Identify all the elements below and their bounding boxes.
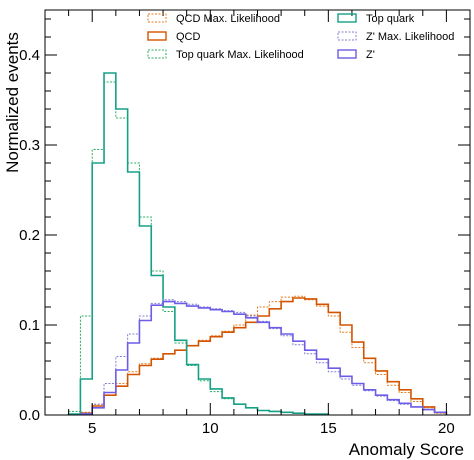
x-tick-label: 10 [202, 420, 219, 437]
y-axis-label: Normalized events [3, 32, 22, 173]
x-tick-label: 15 [320, 420, 337, 437]
legend-swatch [147, 49, 167, 59]
legend-swatch [337, 49, 357, 59]
legend-label: QCD Max. Likelihood [176, 13, 280, 25]
y-tick-label: 0.1 [19, 317, 40, 334]
series-1-line [79, 297, 448, 415]
legend: QCD Max. Likelihood QCD Top quark Max. Lik… [147, 13, 454, 61]
legend-label: Top quark [366, 13, 415, 25]
legend-label: Z' Max. Likelihood [366, 31, 454, 43]
y-tick-label: 0.4 [19, 47, 40, 64]
series-5-line [79, 300, 448, 415]
legend-label: QCD [176, 31, 201, 43]
legend-swatch [147, 31, 167, 41]
y-tick-label: 0.2 [19, 227, 40, 244]
y-tick-label: 0.0 [19, 407, 40, 424]
legend-swatch [147, 13, 167, 23]
series-layer [67, 72, 448, 415]
series-3-line [67, 72, 330, 415]
ticks-layer: 5 10 15 20 0.0 0.1 0.2 0.3 0.4 [19, 10, 471, 437]
legend-label: Top quark Max. Likelihood [176, 49, 304, 61]
legend-swatch [337, 13, 357, 23]
legend-swatch [337, 31, 357, 41]
series-4-line [79, 299, 447, 415]
x-axis-label: Anomaly Score [349, 440, 464, 459]
plot-frame [44, 9, 471, 416]
x-tick-label: 5 [88, 420, 96, 437]
series-0-line [79, 295, 447, 415]
y-tick-label: 0.3 [19, 137, 40, 154]
x-tick-label: 20 [438, 420, 455, 437]
legend-label: Z' [366, 49, 375, 61]
